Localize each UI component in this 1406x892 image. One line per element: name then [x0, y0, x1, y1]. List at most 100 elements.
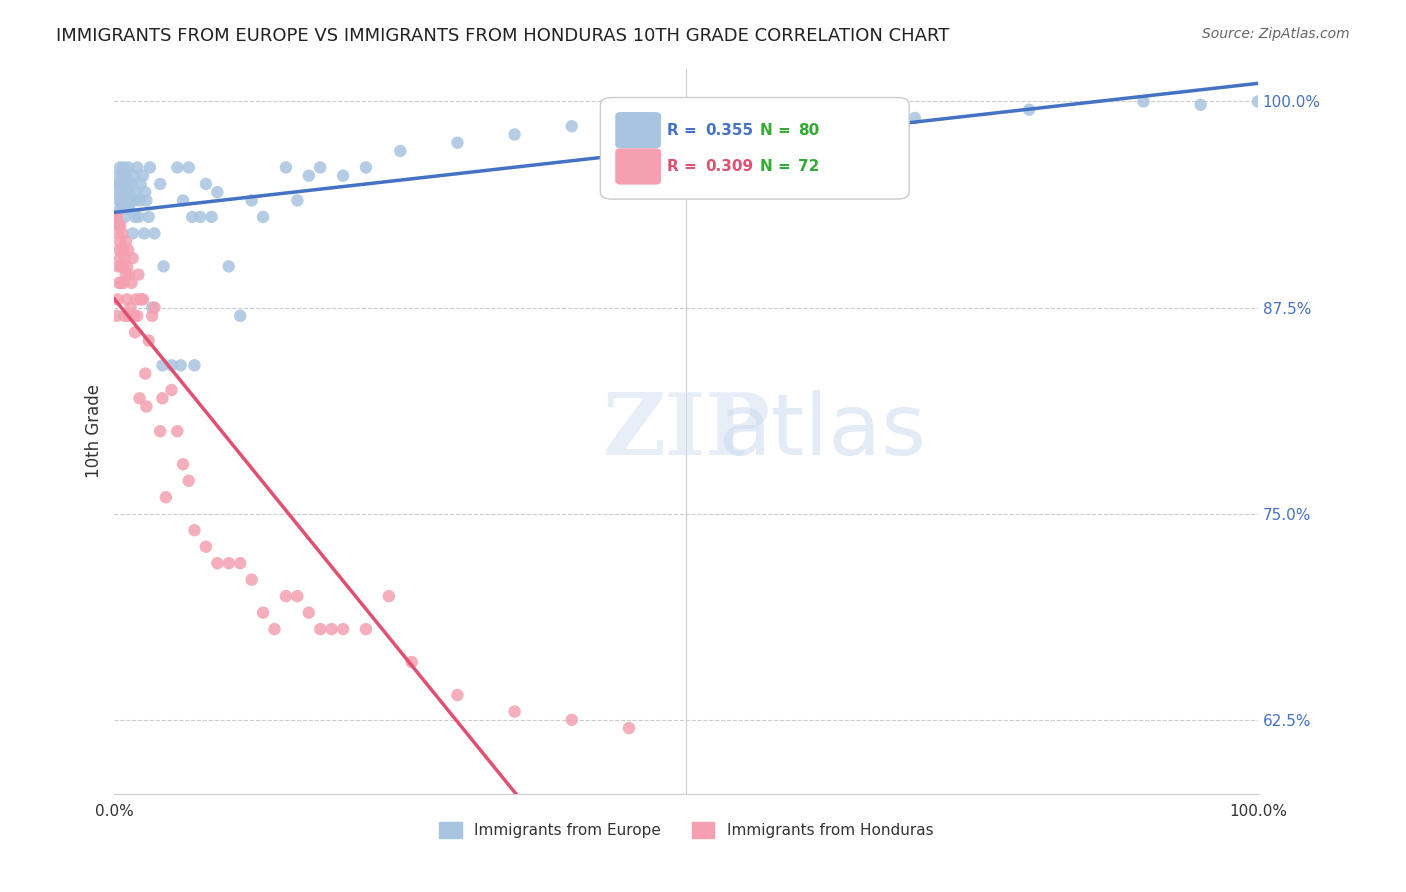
Point	[152, 260, 174, 274]
Point	[218, 260, 240, 274]
Point	[127, 210, 149, 224]
Point	[132, 169, 155, 183]
Point	[127, 309, 149, 323]
Point	[378, 589, 401, 603]
Point	[115, 235, 138, 249]
Point	[115, 260, 138, 274]
Point	[112, 194, 135, 208]
Point	[389, 144, 412, 158]
Point	[107, 293, 129, 307]
Point	[309, 622, 332, 636]
Point	[111, 260, 134, 274]
Text: 0.309: 0.309	[706, 159, 754, 174]
Point	[354, 161, 377, 175]
Point	[107, 185, 129, 199]
Point	[172, 457, 194, 471]
FancyBboxPatch shape	[616, 148, 661, 185]
Point	[121, 177, 143, 191]
Point	[121, 227, 143, 241]
Point	[135, 194, 157, 208]
Point	[141, 301, 163, 315]
Point	[177, 161, 200, 175]
Point	[112, 161, 135, 175]
Point	[240, 194, 263, 208]
Point	[110, 260, 132, 274]
Point	[117, 177, 139, 191]
Text: N =: N =	[761, 159, 796, 174]
Point	[789, 103, 811, 117]
Point	[104, 210, 127, 224]
Point	[111, 227, 134, 241]
Point	[194, 177, 217, 191]
Point	[155, 490, 177, 504]
Point	[263, 622, 285, 636]
Point	[129, 293, 152, 307]
Point	[108, 218, 131, 232]
Point	[114, 309, 136, 323]
Point	[121, 276, 143, 290]
Point	[218, 556, 240, 570]
Point	[124, 194, 146, 208]
Point	[138, 210, 160, 224]
Point	[115, 169, 138, 183]
Point	[108, 177, 131, 191]
Text: Source: ZipAtlas.com: Source: ZipAtlas.com	[1202, 27, 1350, 41]
Point	[207, 556, 229, 570]
FancyBboxPatch shape	[616, 112, 661, 148]
Point	[110, 194, 132, 208]
Point	[107, 227, 129, 241]
Point	[118, 185, 141, 199]
Text: N =: N =	[761, 123, 796, 137]
Point	[121, 251, 143, 265]
Point	[127, 268, 149, 282]
Point	[108, 251, 131, 265]
Point	[285, 194, 308, 208]
Point	[115, 293, 138, 307]
Point	[114, 210, 136, 224]
Text: R =: R =	[666, 159, 702, 174]
Point	[904, 111, 927, 125]
Point	[108, 161, 131, 175]
Point	[252, 606, 274, 620]
Point	[177, 474, 200, 488]
Point	[1189, 97, 1212, 112]
Point	[108, 218, 131, 232]
Text: IMMIGRANTS FROM EUROPE VS IMMIGRANTS FROM HONDURAS 10TH GRADE CORRELATION CHART: IMMIGRANTS FROM EUROPE VS IMMIGRANTS FRO…	[56, 27, 949, 45]
Point	[108, 243, 131, 257]
Point	[108, 276, 131, 290]
Point	[561, 713, 583, 727]
Point	[675, 111, 697, 125]
Point	[125, 185, 148, 199]
Point	[110, 185, 132, 199]
Point	[152, 359, 174, 373]
Point	[194, 540, 217, 554]
Point	[120, 194, 142, 208]
Point	[135, 400, 157, 414]
Point	[617, 721, 640, 735]
Text: ZIP: ZIP	[602, 389, 770, 474]
Point	[149, 424, 172, 438]
Point	[143, 301, 166, 315]
Point	[181, 210, 204, 224]
Point	[107, 169, 129, 183]
Point	[166, 161, 188, 175]
Point	[160, 359, 183, 373]
Point	[111, 202, 134, 216]
Point	[503, 128, 526, 142]
Point	[141, 309, 163, 323]
Point	[115, 194, 138, 208]
Point	[117, 309, 139, 323]
Text: 72: 72	[799, 159, 820, 174]
Point	[274, 161, 297, 175]
Text: R =: R =	[666, 123, 702, 137]
Point	[200, 210, 222, 224]
Point	[170, 359, 193, 373]
Point	[1018, 103, 1040, 117]
Point	[112, 276, 135, 290]
Point	[1247, 95, 1270, 109]
Point	[274, 589, 297, 603]
Point	[401, 655, 423, 669]
Point	[120, 301, 142, 315]
Point	[129, 177, 152, 191]
Point	[138, 334, 160, 348]
